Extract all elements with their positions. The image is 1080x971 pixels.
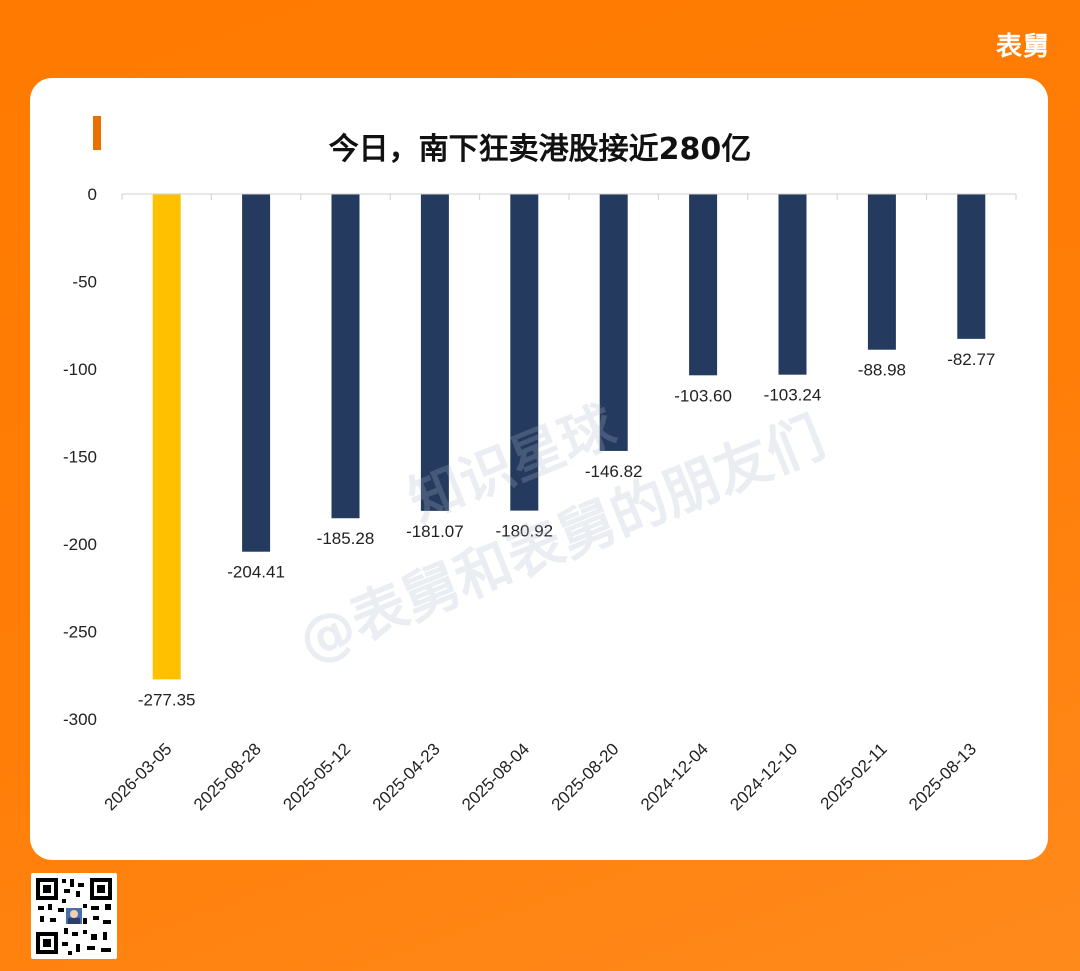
x-tick-label: 2024-12-10 xyxy=(726,739,801,814)
y-tick-label: -250 xyxy=(63,623,97,642)
y-tick-label: 0 xyxy=(88,185,97,204)
title-accent-bar xyxy=(93,116,101,150)
x-tick-label: 2025-08-28 xyxy=(190,739,265,814)
bar xyxy=(331,194,360,519)
x-tick-label: 2025-08-20 xyxy=(548,739,623,814)
x-tick-label: 2025-04-23 xyxy=(369,739,444,814)
chart-title: 今日，南下狂卖港股接近280亿 xyxy=(328,132,752,167)
data-label: -82.77 xyxy=(947,350,995,369)
y-tick-label: -150 xyxy=(63,448,97,467)
bar xyxy=(689,194,718,376)
x-tick-label: 2025-05-12 xyxy=(279,739,354,814)
x-tick-label: 2024-12-04 xyxy=(637,739,712,814)
bar xyxy=(242,194,271,552)
bar xyxy=(867,194,896,350)
y-tick-label: -50 xyxy=(72,273,97,292)
brand-logo: 表舅 xyxy=(995,32,1050,62)
qr-code-icon xyxy=(36,878,112,955)
x-tick-label: 2025-08-13 xyxy=(905,739,980,814)
x-tick-label: 2025-02-11 xyxy=(817,739,891,813)
qr-code xyxy=(31,873,117,959)
bar xyxy=(957,194,986,339)
bar xyxy=(152,194,181,680)
y-tick-label: -300 xyxy=(63,710,97,729)
y-tick-label: -100 xyxy=(63,360,97,379)
data-label: -181.07 xyxy=(406,522,464,541)
bar xyxy=(599,194,628,451)
x-tick-label: 2026-03-05 xyxy=(101,739,176,814)
data-label: -185.28 xyxy=(317,529,375,548)
bar xyxy=(510,194,539,511)
data-label: -88.98 xyxy=(858,361,906,380)
x-tick-label: 2025-08-04 xyxy=(458,739,533,814)
data-label: -277.35 xyxy=(138,690,196,709)
bar xyxy=(420,194,449,511)
data-label: -180.92 xyxy=(495,522,553,541)
data-label: -204.41 xyxy=(227,563,285,582)
data-label: -103.24 xyxy=(764,386,822,405)
data-label: -103.60 xyxy=(674,386,732,405)
bar xyxy=(778,194,807,375)
y-tick-label: -200 xyxy=(63,535,97,554)
data-label: -146.82 xyxy=(585,462,643,481)
